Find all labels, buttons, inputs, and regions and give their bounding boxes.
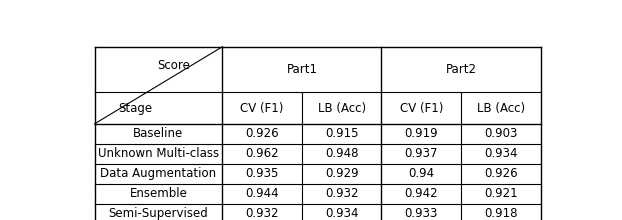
Text: 0.94: 0.94 — [408, 167, 434, 180]
Text: CV (F1): CV (F1) — [399, 102, 443, 115]
Text: 0.933: 0.933 — [404, 207, 438, 220]
Text: 0.937: 0.937 — [404, 147, 438, 160]
Text: Baseline: Baseline — [133, 127, 183, 140]
Text: 0.948: 0.948 — [325, 147, 358, 160]
Text: 0.921: 0.921 — [484, 187, 518, 200]
Text: CV (F1): CV (F1) — [241, 102, 284, 115]
Text: 0.926: 0.926 — [484, 167, 518, 180]
Text: 0.942: 0.942 — [404, 187, 438, 200]
Text: 0.962: 0.962 — [245, 147, 279, 160]
Text: Ensemble: Ensemble — [129, 187, 187, 200]
Text: 0.919: 0.919 — [404, 127, 438, 140]
Text: Score: Score — [157, 59, 190, 72]
Text: Unknown Multi-class: Unknown Multi-class — [98, 147, 219, 160]
Text: 0.903: 0.903 — [484, 127, 518, 140]
Text: LB (Acc): LB (Acc) — [318, 102, 366, 115]
Text: 0.915: 0.915 — [325, 127, 358, 140]
Text: 0.932: 0.932 — [246, 207, 279, 220]
Text: Stage: Stage — [118, 102, 152, 115]
Text: 0.944: 0.944 — [245, 187, 279, 200]
Text: Data Augmentation: Data Augmentation — [100, 167, 216, 180]
Text: 0.932: 0.932 — [325, 187, 358, 200]
Text: 0.926: 0.926 — [245, 127, 279, 140]
Text: Semi-Supervised: Semi-Supervised — [109, 207, 208, 220]
Text: 0.934: 0.934 — [325, 207, 358, 220]
Text: 0.918: 0.918 — [484, 207, 518, 220]
Text: 0.934: 0.934 — [484, 147, 518, 160]
Text: 0.935: 0.935 — [246, 167, 279, 180]
Text: Part2: Part2 — [445, 63, 476, 76]
Text: Part1: Part1 — [286, 63, 317, 76]
Text: LB (Acc): LB (Acc) — [476, 102, 525, 115]
Text: 0.929: 0.929 — [325, 167, 358, 180]
